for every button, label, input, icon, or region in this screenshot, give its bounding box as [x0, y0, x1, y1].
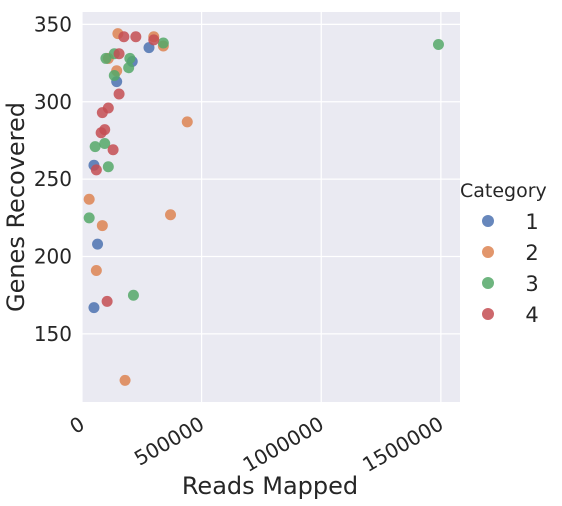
legend-label-category-2: 2 — [525, 241, 538, 265]
legend-label-category-1: 1 — [525, 210, 538, 234]
data-points — [83, 28, 444, 386]
data-point-category-1 — [88, 302, 100, 314]
data-point-category-2 — [83, 193, 95, 205]
data-point-category-2 — [181, 116, 193, 128]
y-tick-label: 200 — [34, 245, 72, 269]
data-point-category-3 — [124, 52, 136, 64]
data-point-category-4 — [107, 144, 119, 156]
legend-marker-category-3 — [482, 277, 494, 289]
data-point-category-3 — [432, 39, 444, 50]
x-axis-label: Reads Mapped — [182, 472, 358, 500]
x-tick-label: 0 — [65, 412, 88, 439]
data-point-category-3 — [100, 52, 112, 64]
y-tick-label: 250 — [34, 167, 72, 191]
data-point-category-3 — [123, 62, 135, 74]
x-tick-labels: 0 500000 1000000 1500000 — [65, 412, 447, 477]
grid-lines — [81, 12, 460, 402]
legend-title: Category — [460, 180, 547, 202]
data-point-category-2 — [90, 264, 102, 276]
data-point-category-4 — [96, 107, 108, 119]
data-point-category-2 — [96, 220, 108, 232]
y-tick-label: 300 — [34, 90, 72, 114]
data-point-category-3 — [157, 37, 169, 49]
legend-marker-category-4 — [482, 308, 494, 320]
x-tick-label: 1000000 — [239, 412, 328, 477]
data-point-category-4 — [95, 127, 107, 139]
data-point-category-2 — [119, 374, 131, 386]
data-point-category-4 — [130, 31, 142, 43]
data-point-category-3 — [99, 138, 111, 150]
y-axis-label: Genes Recovered — [2, 102, 30, 312]
data-point-category-4 — [113, 48, 125, 60]
data-point-category-3 — [89, 141, 101, 153]
legend-marker-category-2 — [482, 246, 494, 258]
legend-label-category-3: 3 — [525, 272, 538, 296]
data-point-category-1 — [92, 238, 104, 250]
data-point-category-4 — [118, 31, 130, 43]
data-point-category-4 — [101, 295, 113, 307]
legend: Category 1 2 3 4 — [460, 180, 547, 327]
data-point-category-3 — [108, 69, 120, 81]
data-point-category-3 — [127, 289, 139, 301]
legend-label-category-4: 4 — [525, 303, 538, 327]
data-point-category-4 — [90, 164, 102, 176]
x-tick-label: 1500000 — [358, 412, 447, 477]
y-tick-label: 150 — [34, 322, 72, 346]
data-point-category-4 — [148, 34, 160, 46]
data-point-category-3 — [83, 212, 95, 224]
plot-background — [82, 12, 460, 402]
data-point-category-4 — [113, 88, 125, 100]
legend-marker-category-1 — [482, 215, 494, 227]
y-tick-labels: 150 200 250 300 350 — [34, 12, 72, 346]
data-point-category-3 — [102, 161, 114, 173]
data-point-category-2 — [165, 209, 177, 221]
y-tick-label: 350 — [34, 12, 72, 36]
x-tick-label: 500000 — [130, 412, 208, 471]
